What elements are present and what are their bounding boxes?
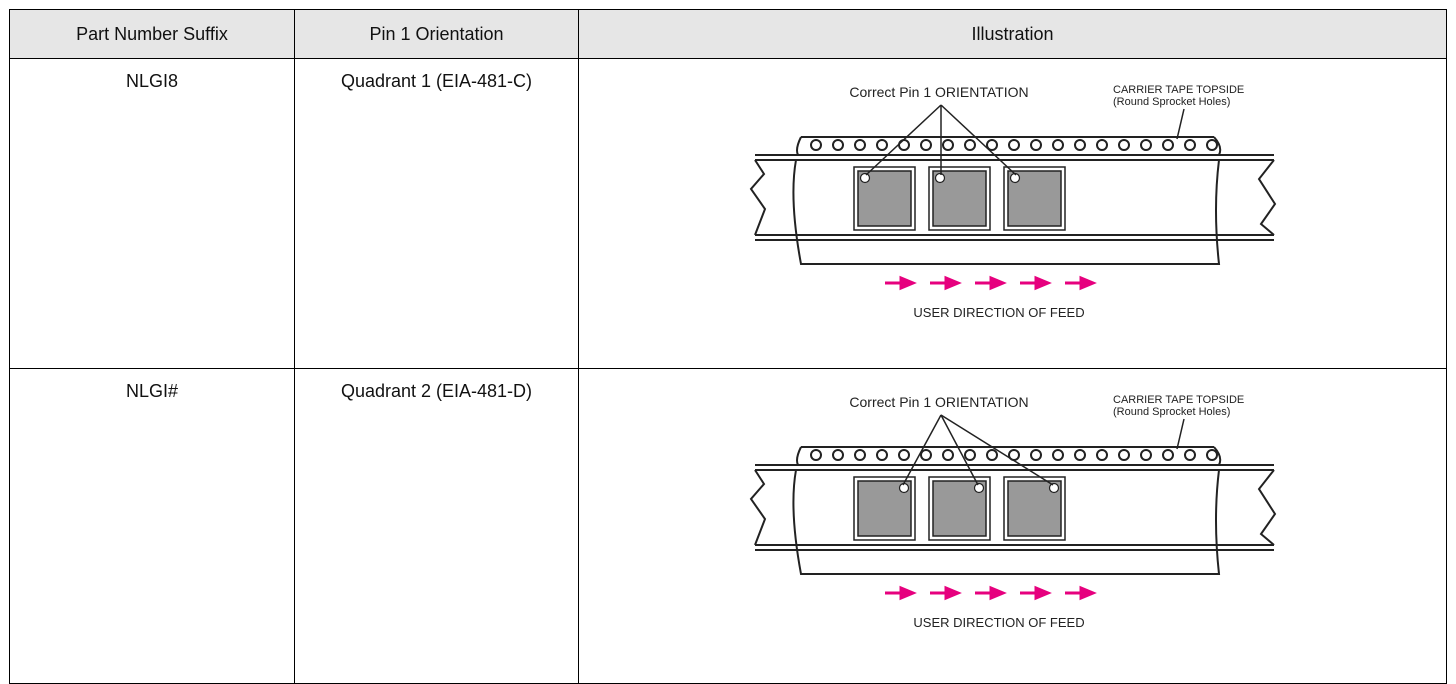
pin-label: Correct Pin 1 ORIENTATION (849, 394, 1028, 410)
sprocket-hole (1052, 139, 1064, 151)
sprocket-hole (1074, 139, 1086, 151)
tape-outline (792, 446, 1222, 575)
tape-illustration: Correct Pin 1 ORIENTATION CARRIER TAPE TO… (749, 394, 1277, 630)
sprocket-hole (1184, 449, 1196, 461)
illustration-cell: Correct Pin 1 ORIENTATION CARRIER TAPE TO… (578, 368, 1447, 684)
sprocket-hole (832, 449, 844, 461)
sprocket-hole (1162, 139, 1174, 151)
sprocket-hole (1030, 139, 1042, 151)
header-cell: Illustration (578, 9, 1447, 59)
sprocket-hole (1074, 449, 1086, 461)
sprocket-hole (832, 139, 844, 151)
feed-arrow (975, 585, 1007, 601)
sprocket-hole (986, 449, 998, 461)
carrier-label: (Round Sprocket Holes) (1113, 406, 1230, 418)
sprocket-hole (964, 139, 976, 151)
feed-arrow (1020, 585, 1052, 601)
tape-outline (792, 136, 1222, 265)
table-row: NLGI8 Quadrant 1 (EIA-481-C) Correct Pin 1… (9, 58, 1447, 369)
orientation-cell: Quadrant 1 (EIA-481-C) (294, 58, 579, 369)
component (857, 170, 912, 227)
carrier-label: (Round Sprocket Holes) (1113, 96, 1230, 108)
sprocket-hole (810, 139, 822, 151)
sprocket-hole (1008, 139, 1020, 151)
sprocket-hole (854, 449, 866, 461)
feed-arrow (885, 585, 917, 601)
sprocket-hole (1052, 449, 1064, 461)
pin-dot (898, 482, 910, 494)
tape-break (749, 469, 1277, 546)
pin-dot (1048, 482, 1060, 494)
feed-arrow (930, 275, 962, 291)
component (857, 480, 912, 537)
tape-break (749, 159, 1277, 236)
feed-arrow (1020, 275, 1052, 291)
tape-edge (755, 464, 1274, 551)
pin-dot (859, 172, 871, 184)
tape-illustration: Correct Pin 1 ORIENTATION CARRIER TAPE TO… (749, 84, 1277, 320)
pin-arrow (865, 104, 942, 176)
sprocket-hole (898, 139, 910, 151)
feed-label: USER DIRECTION OF FEED (913, 615, 1084, 630)
pin-arrow (940, 104, 1017, 176)
feed-arrow (975, 275, 1007, 291)
sprocket-hole (1030, 449, 1042, 461)
sprocket-hole (854, 139, 866, 151)
suffix-cell: NLGI# (9, 368, 295, 684)
sprocket-hole (1140, 449, 1152, 461)
illustration-cell: Correct Pin 1 ORIENTATION CARRIER TAPE TO… (578, 58, 1447, 369)
header-cell: Part Number Suffix (9, 9, 295, 59)
table-body: NLGI8 Quadrant 1 (EIA-481-C) Correct Pin 1… (9, 58, 1447, 684)
pin-dot (934, 172, 946, 184)
carrier-label: CARRIER TAPE TOPSIDE (1113, 84, 1244, 96)
sprocket-hole (1096, 449, 1108, 461)
sprocket-hole (1118, 139, 1130, 151)
feed-label: USER DIRECTION OF FEED (913, 305, 1084, 320)
sprocket-hole (920, 449, 932, 461)
carrier-label: CARRIER TAPE TOPSIDE (1113, 394, 1244, 406)
header-cell: Pin 1 Orientation (294, 9, 579, 59)
sprocket-hole (1206, 139, 1218, 151)
sprocket-hole (1096, 139, 1108, 151)
sprocket-hole (920, 139, 932, 151)
carrier-arrow (1176, 418, 1185, 450)
pin-arrow (902, 414, 942, 486)
pin-label: Correct Pin 1 ORIENTATION (849, 84, 1028, 100)
feed-arrow (885, 275, 917, 291)
feed-arrow (1065, 585, 1097, 601)
pin-dot (973, 482, 985, 494)
sprocket-hole (1206, 449, 1218, 461)
sprocket-hole (876, 449, 888, 461)
sprocket-hole (1140, 139, 1152, 151)
sprocket-hole (986, 139, 998, 151)
feed-arrow (1065, 275, 1097, 291)
sprocket-hole (964, 449, 976, 461)
sprocket-hole (876, 139, 888, 151)
orientation-cell: Quadrant 2 (EIA-481-D) (294, 368, 579, 684)
sprocket-hole (1162, 449, 1174, 461)
sprocket-hole (1118, 449, 1130, 461)
carrier-arrow (1176, 108, 1185, 140)
feed-arrow (930, 585, 962, 601)
component (932, 170, 987, 227)
table-row: NLGI# Quadrant 2 (EIA-481-D) Correct Pin 1… (9, 368, 1447, 684)
pin-arrow (940, 414, 979, 486)
orientation-table: Part Number Suffix Pin 1 Orientation Ill… (9, 9, 1447, 684)
suffix-cell: NLGI8 (9, 58, 295, 369)
sprocket-hole (898, 449, 910, 461)
tape-edge (755, 154, 1274, 241)
sprocket-hole (810, 449, 822, 461)
sprocket-hole (942, 449, 954, 461)
header-row: Part Number Suffix Pin 1 Orientation Ill… (9, 9, 1447, 59)
pin-arrow (940, 414, 1054, 486)
sprocket-hole (1184, 139, 1196, 151)
sprocket-hole (942, 139, 954, 151)
